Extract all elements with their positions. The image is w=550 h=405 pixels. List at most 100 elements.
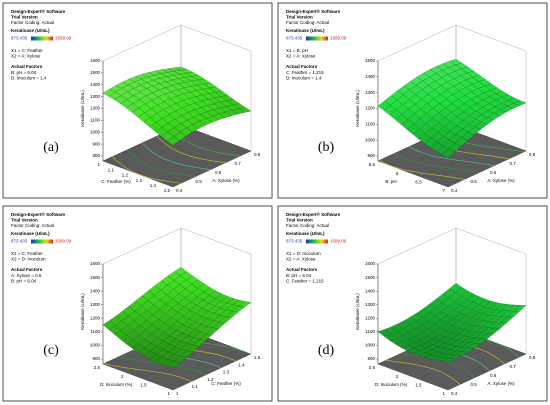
color-bar [306,36,328,41]
range-high: 1589.09 [330,239,347,244]
range-high: 1589.09 [55,239,72,244]
left-tick-label: 2.5 [369,365,376,370]
z-tick-label: 1500 [90,275,101,280]
left-tick-label: 7 [442,188,445,193]
actual-title: Actual Factors [286,64,318,69]
factor: X1 = D: Inoculum [286,251,321,256]
left-tick-label: 2.5 [94,365,101,370]
z-tick-label: 900 [367,153,375,158]
right-tick-label: 1.3 [223,370,230,375]
left-tick-label: 6 [396,171,399,176]
right-tick-label: 0.6 [490,170,497,175]
z-tick-label: 1200 [90,106,101,111]
panel-label: (b) [318,140,335,155]
left-axis-title: C: Feather (%) [101,179,131,184]
header-line: Trial Version [286,15,313,20]
z-tick-label: 1200 [90,315,101,320]
right-axis-title: C: Feather (%) [211,381,241,386]
actual-factor: D: Inoculum = 1.4 [286,76,322,81]
actual-factor: C: Feather = 1.215 [286,279,324,284]
surface-cell [441,148,455,158]
contour [379,160,465,180]
range-high: 1589.09 [330,36,347,41]
right-tick-label: 0.7 [510,161,517,166]
right-tick-label: 0.5 [196,179,203,184]
header-line: Design-Expert® Software [11,211,66,217]
right-tick-label: 0.5 [471,179,478,184]
response-name: Keratinase (U/mL) [286,231,325,236]
right-tick-label: 0.7 [510,364,517,369]
contour [112,156,182,184]
header-line: Trial Version [11,15,38,20]
header-line: Design-Expert® Software [11,8,66,14]
z-tick-label: 1500 [90,70,101,75]
range-low: 873.435 [11,239,28,244]
header-line: Trial Version [286,218,313,223]
factor: X1 = C: Feather [11,251,43,256]
header-line: Trial Version [11,218,38,223]
header-line: Design-Expert® Software [286,8,341,14]
header-line: Factor Coding: Actual [286,223,329,228]
z-tick-label: 1000 [365,343,376,348]
actual-factor: B: pH = 6.04 [11,279,37,284]
factor: X2 = A: Xylose [286,257,316,262]
contour [394,153,480,173]
left-tick-label: 1.3 [136,178,143,183]
floor [102,124,252,188]
surface-cell [166,361,180,368]
factor: X2 = A: Xylose [11,54,41,59]
actual-title: Actual Factors [11,64,43,69]
response-name: Keratinase (U/mL) [11,231,50,236]
left-tick-label: 5.5 [369,162,376,167]
right-tick-label: 1.2 [207,377,214,382]
right-tick-label: 0.5 [471,382,478,387]
factor: X2 = D: Inoculum [11,257,46,262]
z-tick-label: 900 [367,356,375,361]
range-low: 873.435 [286,36,303,41]
z-tick-label: 1400 [365,288,376,293]
z-tick-label: 1300 [365,90,376,95]
actual-title: Actual Factors [286,267,318,272]
right-tick-label: 1.5 [254,355,261,360]
header-line: Factor Coding: Actual [11,223,54,228]
surface-cell [166,136,180,146]
right-tick-label: 0.6 [490,373,497,378]
panel-label: (a) [43,140,59,155]
panel-label: (d) [318,343,335,358]
z-tick-label: 1200 [365,106,376,111]
z-tick-label: 800 [92,153,100,158]
left-tick-label: 2 [396,374,399,379]
left-tick-label: 1.2 [122,173,129,178]
range-low: 873.435 [286,239,303,244]
panel-label: (c) [43,343,59,358]
actual-factor: C: Feather = 1.215 [286,70,324,75]
actual-factor: D: Inoculum = 1.4 [11,76,47,81]
z-tick-label: 1600 [90,58,101,63]
z-tick-label: 1500 [365,58,376,63]
actual-factor: B: pH = 6.04 [286,273,312,278]
z-tick-label: 1500 [365,275,376,280]
actual-title: Actual Factors [11,267,43,272]
contour [156,135,226,164]
z-axis-title: Keratinase (U/mL) [355,293,360,330]
right-tick-label: 0.4 [451,391,458,396]
left-axis-title: B: pH [385,179,396,184]
response-name: Keratinase (U/mL) [11,28,50,33]
left-tick-label: 6.5 [415,180,422,185]
z-axis-title: Keratinase (U/mL) [80,293,85,330]
left-tick-label: 1.5 [415,383,422,388]
z-tick-label: 1200 [365,315,376,320]
surface-cell [441,358,455,362]
right-tick-label: 0.4 [176,188,183,193]
left-tick-label: 1 [97,162,100,167]
factor: X2 = A: Xylose [286,54,316,59]
z-tick-label: 1100 [90,329,100,334]
z-tick-label: 1400 [90,82,101,87]
right-tick-label: 0.8 [529,355,536,360]
z-tick-label: 1300 [90,94,101,99]
right-axis-title: A: Xylose (%) [487,381,515,386]
